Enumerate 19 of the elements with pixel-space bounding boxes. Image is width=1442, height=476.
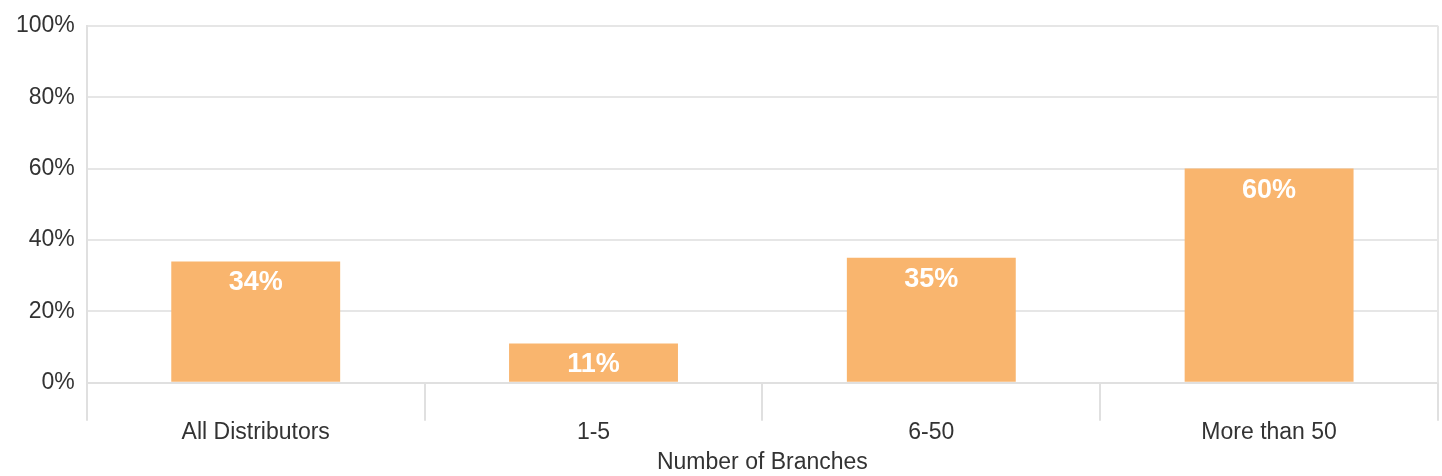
data-label: 35%: [904, 262, 959, 293]
y-tick-label: 40%: [28, 225, 75, 252]
x-tick-label: More than 50: [1201, 417, 1337, 444]
x-tick-label: All Distributors: [181, 417, 330, 444]
bar: [171, 261, 341, 382]
y-tick-label: 100%: [16, 11, 75, 38]
y-tick-label: 20%: [28, 296, 75, 323]
data-label: 60%: [1242, 173, 1297, 204]
x-axis-title: Number of Branches: [656, 447, 868, 474]
bar: [509, 343, 678, 382]
y-tick-label: 80%: [28, 82, 75, 109]
bar: [846, 257, 1016, 382]
bar: [1184, 168, 1354, 382]
x-tick-label: 1-5: [576, 417, 611, 444]
data-label: 11%: [567, 348, 620, 379]
y-tick-label: 0%: [41, 368, 75, 395]
y-tick-label: 60%: [28, 153, 75, 180]
data-label: 34%: [228, 266, 283, 297]
x-tick-label: 6-50: [908, 417, 955, 444]
